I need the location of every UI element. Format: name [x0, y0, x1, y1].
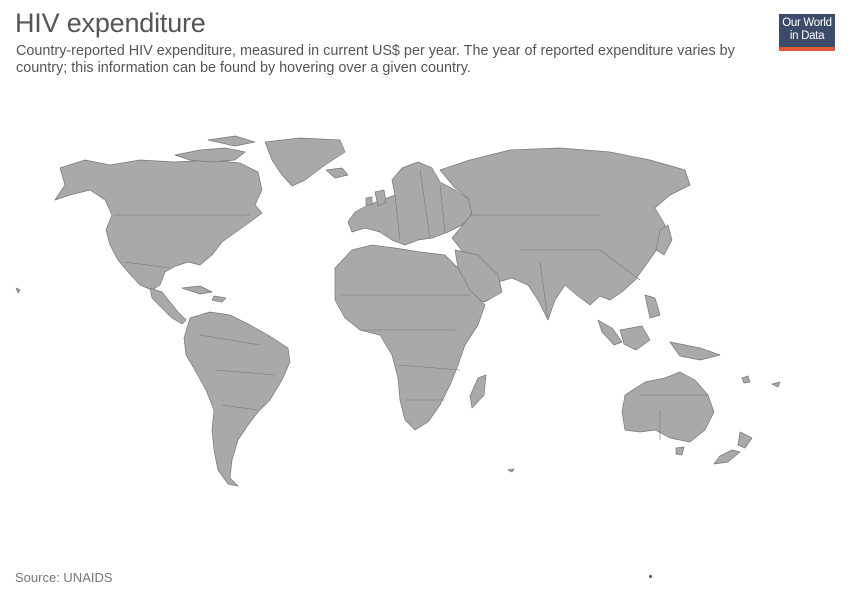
region-southeast-asia-islands[interactable]	[597, 294, 721, 361]
region-south-america[interactable]	[183, 311, 291, 487]
region-central-america[interactable]	[149, 287, 187, 325]
region-arctic-islands[interactable]	[174, 135, 256, 163]
region-north-america[interactable]	[54, 159, 263, 291]
region-africa[interactable]	[334, 244, 486, 431]
timeline-dot-icon[interactable]	[649, 575, 652, 578]
region-greenland[interactable]	[264, 137, 346, 187]
region-japan[interactable]	[655, 224, 673, 256]
region-pacific-islands[interactable]	[15, 287, 781, 473]
chart-title: HIV expenditure	[15, 8, 206, 38]
region-australia[interactable]	[621, 371, 715, 443]
region-asia[interactable]	[439, 147, 691, 321]
country-borders	[115, 169, 708, 440]
world-map[interactable]	[0, 120, 850, 500]
source-note: Source: UNAIDS	[15, 570, 113, 585]
region-british-isles[interactable]	[365, 189, 387, 207]
logo-line-1: Our World	[782, 17, 832, 29]
region-caribbean[interactable]	[181, 285, 227, 303]
logo-line-2: in Data	[789, 30, 825, 42]
region-new-zealand[interactable]	[713, 431, 753, 465]
region-tasmania[interactable]	[675, 446, 685, 456]
owid-logo[interactable]: Our World in Data	[779, 14, 835, 51]
region-madagascar[interactable]	[469, 374, 487, 409]
region-iceland[interactable]	[325, 167, 349, 179]
chart-subtitle: Country-reported HIV expenditure, measur…	[16, 43, 735, 76]
